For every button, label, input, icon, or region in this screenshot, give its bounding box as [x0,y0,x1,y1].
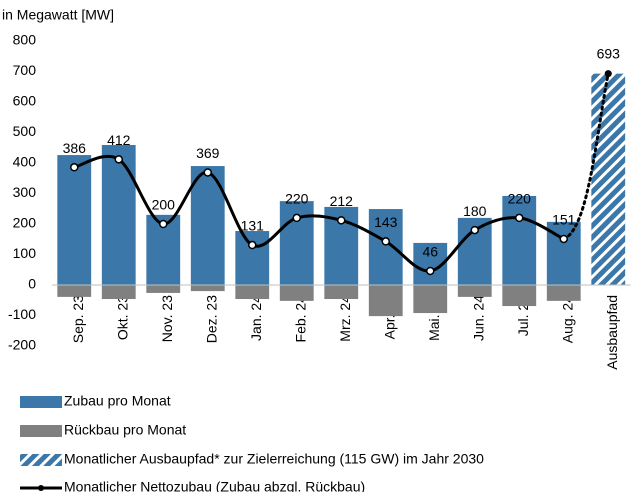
x-tick-label: Aug. 24 [559,295,575,343]
x-tick-label: Dez. 23 [203,295,219,343]
x-tick-label: Nov. 23 [159,295,175,342]
y-tick-label: 400 [13,154,37,170]
net-point [203,168,212,177]
net-point [292,213,301,223]
data-label: 693 [597,45,621,61]
x-tick-label: Feb. 24 [292,295,308,343]
x-tick-label: Mrz. 24 [337,295,353,342]
net-point [381,237,390,246]
bar [101,145,136,285]
y-tick-label: 100 [13,245,37,261]
data-label: 131 [241,218,265,234]
net-point [426,266,435,276]
data-label: 46 [422,244,438,260]
x-tick-label: Okt. 23 [114,295,130,340]
net-point [114,155,123,164]
target-point [604,70,612,78]
bar [368,285,403,317]
data-label: 151 [552,212,576,228]
bar [190,285,225,292]
net-point [515,213,524,223]
bar [502,285,537,307]
bar [279,285,314,301]
legend-swatch [20,454,62,466]
data-label: 412 [107,132,131,148]
x-tick-label: Ausbaupfad [604,295,620,370]
bar [324,285,359,300]
data-label: 180 [463,203,487,219]
y-tick-label: 0 [28,276,36,292]
x-tick-label: Sep. 23 [70,295,86,343]
target-line [562,72,610,241]
bar [101,285,136,300]
hatched-bar [591,73,626,285]
x-tick-label: Jan. 24 [248,295,264,341]
legend-marker [38,485,44,491]
legend-label: Zubau pro Monat [64,393,171,409]
net-point [559,234,568,244]
y-tick-label: 700 [13,62,37,78]
net-point [248,240,257,250]
y-tick-label: -200 [8,337,36,353]
bar [546,285,581,301]
data-label: 220 [508,191,532,207]
y-tick-label: 600 [13,93,37,109]
chart-subtitle: in Megawatt [MW] [2,7,114,23]
bar [57,285,92,297]
bar [368,209,403,285]
net-point [70,163,79,172]
net-point [337,216,346,225]
y-tick-label: 300 [13,184,37,200]
x-tick-label: Jun. 24 [470,295,486,341]
data-label: 143 [374,214,398,230]
net-point [159,219,168,229]
y-tick-label: -100 [8,306,36,322]
legend-label: Rückbau pro Monat [64,422,186,438]
bar [502,195,537,285]
bar [235,231,270,285]
bar [146,285,181,293]
data-label: 200 [152,197,176,213]
y-tick-label: 800 [13,32,37,48]
legend-swatch [20,425,62,437]
data-label: 386 [63,140,87,156]
legend-swatch [20,396,62,408]
data-label: 369 [196,145,220,161]
y-tick-label: 500 [13,123,37,139]
y-tick-label: 200 [13,215,37,231]
legend-label: Monatlicher Ausbaupfad* zur Zielerreichu… [64,451,484,467]
net-point [470,225,479,235]
data-label: 220 [285,191,309,207]
bar [57,155,92,285]
bar [413,285,448,314]
bar [457,285,492,297]
data-label: 212 [330,193,354,209]
legend-label: Monatlicher Nettozubau (Zubau abzgl. Rüc… [64,479,365,492]
bar [235,285,270,300]
